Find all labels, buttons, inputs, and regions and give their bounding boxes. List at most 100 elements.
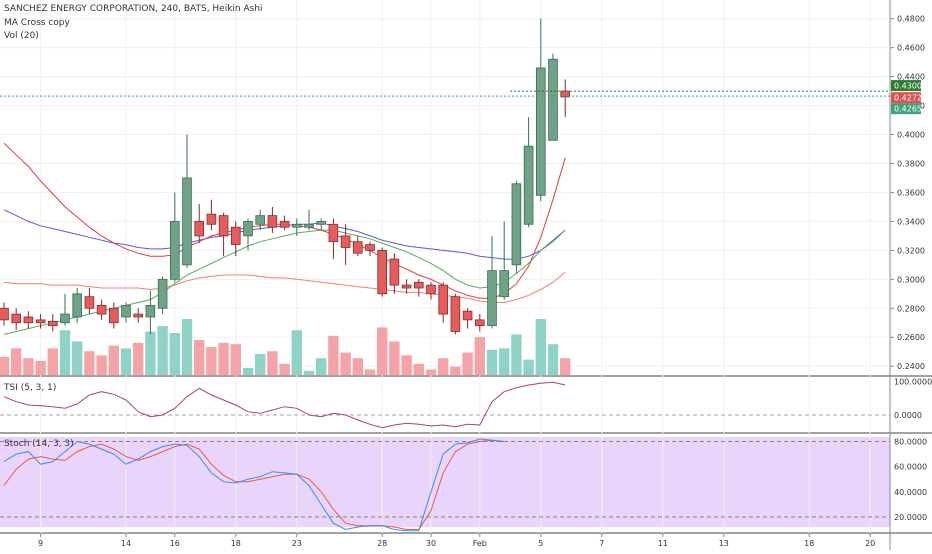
volume-bar-down [23, 358, 34, 375]
candle-up [60, 313, 70, 324]
volume-bar-up [145, 331, 156, 375]
candle-down [206, 213, 217, 225]
price-tick-label: 0.4800 [897, 15, 925, 24]
time-tick-label: 9 [38, 539, 43, 548]
volume-bar-down [133, 342, 144, 375]
volume-bar-up [120, 348, 132, 375]
indicator-vol-label: Vol (20) [4, 31, 39, 41]
time-tick-label: 7 [599, 539, 604, 548]
candle-down [438, 284, 448, 315]
price-tick-label: 0.4600 [897, 44, 925, 53]
candle-down [560, 90, 570, 98]
candle-down [462, 310, 473, 321]
candle-down [35, 319, 46, 324]
price-tick-label: 0.4000 [897, 131, 925, 140]
candle-down [450, 296, 461, 332]
volume-bar-down [364, 369, 376, 375]
volume-bar-up [291, 330, 302, 375]
tsi-tick-label: 100.0000 [894, 378, 932, 387]
tsi-label: TSI (5, 3, 1) [4, 383, 57, 393]
stoch-d-line [3, 439, 505, 530]
price-tag-box [891, 103, 921, 115]
volume-bar-down [560, 358, 571, 375]
time-tick-label: 20 [865, 539, 875, 548]
indicator-ma-cross-label: MA Cross copy [4, 18, 70, 28]
volume-bar-down [194, 340, 205, 375]
volume-bar-down [340, 352, 351, 375]
candle-down [23, 316, 34, 324]
candle-up [291, 223, 302, 228]
volume-bar-up [547, 344, 559, 375]
volume-bar-up [511, 334, 522, 375]
candle-up [499, 270, 509, 298]
candle-down [401, 284, 412, 289]
volume-bar-up [499, 348, 510, 375]
time-tick-label: 18 [231, 539, 241, 548]
tsi-tick-label: 0.0000 [894, 411, 922, 420]
candle-down [389, 258, 400, 286]
volume-bar-down [206, 347, 217, 375]
volume-bar-down [450, 366, 461, 375]
candle-down [352, 241, 363, 254]
volume-bar-up [242, 368, 254, 375]
time-tick-label: Feb [473, 539, 487, 548]
volume-bar-down [35, 361, 46, 375]
volume-bar-down [84, 351, 95, 375]
time-tick-label: 18 [804, 539, 814, 548]
volume-bar-down [47, 348, 58, 375]
candle-up [511, 183, 522, 266]
time-tick-label: 16 [170, 539, 180, 548]
time-tick-label: 30 [426, 539, 436, 548]
volume-bar-down [279, 363, 290, 375]
volume-bar-up [157, 326, 168, 375]
price-tick-label: 0.2400 [897, 362, 925, 371]
candle-down [0, 307, 9, 321]
volume-bar-up [523, 359, 534, 375]
candle-down [365, 244, 375, 251]
volume-bar-down [96, 355, 107, 375]
volume-bar-down [413, 363, 424, 375]
volume-bar-down [438, 358, 449, 375]
candle-up [243, 221, 253, 237]
volume-bar-down [230, 344, 241, 375]
candle-down [194, 221, 205, 237]
price-tick-label: 0.3600 [897, 188, 925, 197]
price-tag-label: 0.4300 [894, 82, 922, 91]
candle-down [340, 235, 351, 248]
candle-down [48, 320, 58, 327]
candle-up [255, 215, 266, 225]
candle-up [169, 221, 180, 280]
volume-bar-down [11, 348, 22, 375]
candle-down [377, 249, 387, 295]
volume-bar-down [401, 355, 412, 375]
candle-up [72, 293, 83, 318]
candle-up [304, 223, 314, 228]
candle-up [182, 177, 192, 266]
volume-bar-up [59, 330, 71, 375]
volume-bar-up [169, 333, 180, 375]
time-tick-label: 23 [292, 539, 302, 548]
ma-line-green [3, 229, 566, 335]
ma-line-salmon [3, 271, 566, 303]
volume-bar-down [352, 358, 363, 375]
candle-down [109, 307, 119, 324]
stoch-band-fill [0, 437, 890, 527]
candle-down [267, 215, 278, 228]
stoch-tick-label: 20.0000 [894, 513, 927, 522]
volume-bar-up [255, 354, 266, 375]
price-tick-label: 0.2600 [897, 333, 925, 342]
volume-bar-up [316, 358, 327, 375]
volume-bar-down [328, 335, 339, 375]
volume-bar-down [389, 341, 400, 375]
volume-bar-down [218, 342, 229, 375]
volume-bar-down [425, 369, 437, 375]
candle-down [133, 313, 144, 318]
candle-down [218, 215, 229, 237]
price-tick-label: 0.3400 [897, 217, 925, 226]
price-tick-label: 0.3000 [897, 275, 925, 284]
stoch-tick-label: 40.0000 [894, 488, 927, 497]
time-tick-label: 5 [538, 539, 543, 548]
time-tick-label: 28 [377, 539, 387, 548]
